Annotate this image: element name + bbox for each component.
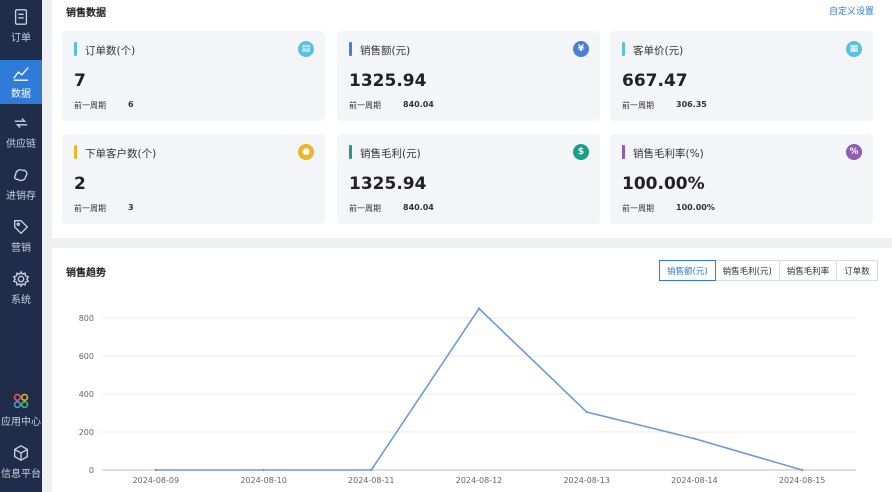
metric-card-sales-amount: 销售额(元) ¥1325.94 前一周期 840.04 — [337, 31, 600, 121]
cube-icon — [14, 445, 28, 461]
tag-icon — [14, 220, 29, 235]
metric-card-order-count: 订单数(个) ▤ 7 前一周期 6 — [62, 31, 325, 121]
previous-period-label: 前一周期 — [622, 101, 654, 110]
document-icon: ▤ — [298, 41, 314, 57]
calculator-icon: ▦ — [846, 41, 862, 57]
custom-settings-link[interactable]: 自定义设置 — [828, 7, 874, 17]
money-bag-icon: $ — [573, 144, 589, 160]
x-tick-label: 2024-08-10 — [240, 476, 287, 485]
inventory-icon — [14, 169, 28, 182]
x-tick-label: 2024-08-11 — [348, 476, 395, 485]
previous-period-label: 前一周期 — [349, 101, 381, 110]
previous-period-value: 840.04 — [403, 100, 434, 109]
previous-period-value: 3 — [128, 203, 134, 212]
sales-data-panel: 销售数据 自定义设置 订单数(个) ▤ 7 前一周期 6 销售额(元) ¥1325.94 前一… — [52, 0, 892, 238]
sidebar-item-label: 进销存 — [6, 191, 36, 202]
data-point — [370, 468, 373, 472]
metric-label: 客单价(元) — [633, 45, 684, 57]
metric-tabs: 销售额(元) 销售毛利(元) 销售毛利率 订单数 — [659, 260, 878, 281]
x-tick-label: 2024-08-09 — [133, 476, 180, 485]
supply-chain-icon — [14, 118, 28, 128]
sidebar-item-label: 供应链 — [6, 139, 36, 150]
data-point — [477, 307, 481, 310]
y-tick-label: 0 — [89, 466, 94, 475]
metric-label: 订单数(个) — [85, 45, 136, 57]
sidebar: 订单 数据 供应链 进销存 营销 系统 应用中心 信息平台 — [0, 0, 42, 492]
metric-card-gross-margin: 销售毛利率(%)% 100.00% 前一周期 100.00% — [610, 134, 873, 224]
x-tick-label: 2024-08-14 — [671, 476, 718, 485]
metric-label: 销售额(元) — [360, 45, 411, 57]
previous-period-label: 前一周期 — [74, 204, 106, 213]
sidebar-item-order[interactable]: 订单 — [0, 2, 42, 50]
sidebar-item-info-platform[interactable]: 信息平台 — [0, 438, 42, 486]
apps-icon — [13, 393, 29, 409]
sidebar-item-system[interactable]: 系统 — [0, 264, 42, 312]
data-point — [154, 468, 158, 472]
sidebar-item-supply-chain[interactable]: 供应链 — [0, 108, 42, 156]
accent-bar — [349, 145, 352, 159]
x-tick-label: 2024-08-15 — [779, 476, 826, 485]
percent-icon: % — [846, 144, 862, 160]
y-tick-label: 600 — [79, 352, 94, 361]
tab-order-count[interactable]: 订单数 — [836, 260, 878, 281]
sidebar-item-label: 数据 — [11, 89, 31, 100]
yen-icon: ¥ — [573, 41, 589, 57]
metric-card-avg-order-value: 客单价(元) ▦ 667.47 前一周期 306.35 — [610, 31, 873, 121]
data-point — [585, 410, 588, 414]
sidebar-item-data[interactable]: 数据 — [0, 60, 42, 104]
metric-label: 下单客户数(个) — [85, 148, 157, 160]
sidebar-item-label: 营销 — [11, 243, 31, 254]
y-tick-label: 200 — [79, 428, 94, 437]
sidebar-item-marketing[interactable]: 营销 — [0, 212, 42, 260]
section-title: 销售趋势 — [66, 268, 106, 279]
data-point — [693, 437, 696, 440]
sales-trend-panel: 销售趋势 销售额(元) 销售毛利(元) 销售毛利率 订单数 0 200 400 600… — [52, 248, 892, 492]
gear-icon — [12, 270, 30, 288]
metric-value: 100.00% — [622, 174, 705, 194]
metric-value: 2 — [74, 174, 86, 194]
metric-label: 销售毛利率(%) — [633, 148, 704, 160]
section-title: 销售数据 — [66, 8, 106, 19]
metric-value: 1325.94 — [349, 71, 427, 91]
y-tick-label: 800 — [79, 314, 94, 323]
series-line — [155, 307, 803, 471]
previous-period-value: 6 — [128, 100, 134, 109]
metric-card-customer-count: 下单客户数(个) ● 2 前一周期 3 — [62, 134, 325, 224]
metric-label: 销售毛利(元) — [360, 148, 421, 160]
data-point — [800, 468, 804, 472]
sidebar-item-label: 应用中心 — [1, 417, 41, 428]
accent-bar — [74, 42, 77, 56]
sidebar-item-inventory[interactable]: 进销存 — [0, 160, 42, 208]
order-icon — [14, 9, 28, 25]
accent-bar — [622, 145, 625, 159]
metric-value: 667.47 — [622, 71, 688, 91]
metric-card-gross-profit: 销售毛利(元) $1325.94 前一周期 840.04 — [337, 134, 600, 224]
metric-value: 1325.94 — [349, 174, 427, 194]
metric-value: 7 — [74, 71, 86, 91]
chart-icon — [13, 67, 29, 81]
sales-trend-chart: 0 200 400 600 800 2024-08-09 2024-08-10 2024-08… — [79, 307, 856, 485]
accent-bar — [622, 42, 625, 56]
sidebar-item-label: 信息平台 — [1, 469, 41, 480]
accent-bar — [349, 42, 352, 56]
sidebar-item-label: 订单 — [11, 33, 31, 44]
previous-period-label: 前一周期 — [349, 204, 381, 213]
previous-period-value: 840.04 — [403, 203, 434, 212]
sidebar-item-label: 系统 — [11, 295, 31, 306]
sidebar-item-apps[interactable]: 应用中心 — [0, 386, 42, 434]
x-tick-label: 2024-08-12 — [456, 476, 503, 485]
previous-period-value: 306.35 — [676, 100, 707, 109]
accent-bar — [74, 145, 77, 159]
tab-sales-amount[interactable]: 销售额(元) — [659, 260, 716, 281]
previous-period-value: 100.00% — [676, 203, 715, 212]
data-point — [262, 468, 265, 472]
x-tick-label: 2024-08-13 — [563, 476, 610, 485]
user-icon: ● — [298, 144, 314, 160]
previous-period-label: 前一周期 — [74, 101, 106, 110]
y-tick-label: 400 — [79, 390, 94, 399]
previous-period-label: 前一周期 — [622, 204, 654, 213]
